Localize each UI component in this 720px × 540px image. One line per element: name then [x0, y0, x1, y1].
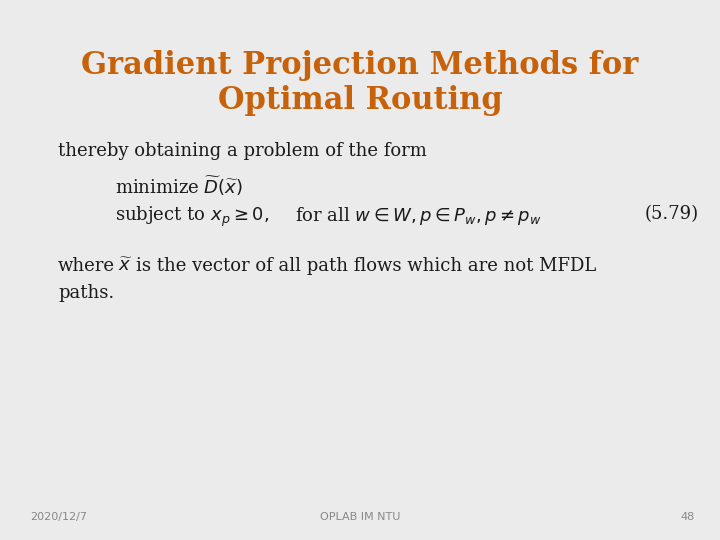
- Text: OPLAB IM NTU: OPLAB IM NTU: [320, 512, 400, 522]
- Text: is the vector of all path flows which are not MFDL: is the vector of all path flows which ar…: [136, 257, 596, 275]
- Text: minimize $\widetilde{D}(\widetilde{x})$: minimize $\widetilde{D}(\widetilde{x})$: [115, 175, 243, 198]
- Text: (5.79): (5.79): [645, 205, 699, 223]
- Text: Gradient Projection Methods for: Gradient Projection Methods for: [81, 50, 639, 81]
- Text: 48: 48: [680, 512, 695, 522]
- Text: for all $w \in W, p \in P_w, p \neq p_w$: for all $w \in W, p \in P_w, p \neq p_w$: [295, 205, 541, 227]
- Text: $\widetilde{x}$: $\widetilde{x}$: [118, 257, 132, 275]
- Text: where: where: [58, 257, 115, 275]
- Text: thereby obtaining a problem of the form: thereby obtaining a problem of the form: [58, 142, 427, 160]
- Text: paths.: paths.: [58, 284, 114, 302]
- Text: Optimal Routing: Optimal Routing: [217, 85, 503, 116]
- Text: 2020/12/7: 2020/12/7: [30, 512, 87, 522]
- Text: subject to $x_p \geq 0,$: subject to $x_p \geq 0,$: [115, 205, 269, 229]
